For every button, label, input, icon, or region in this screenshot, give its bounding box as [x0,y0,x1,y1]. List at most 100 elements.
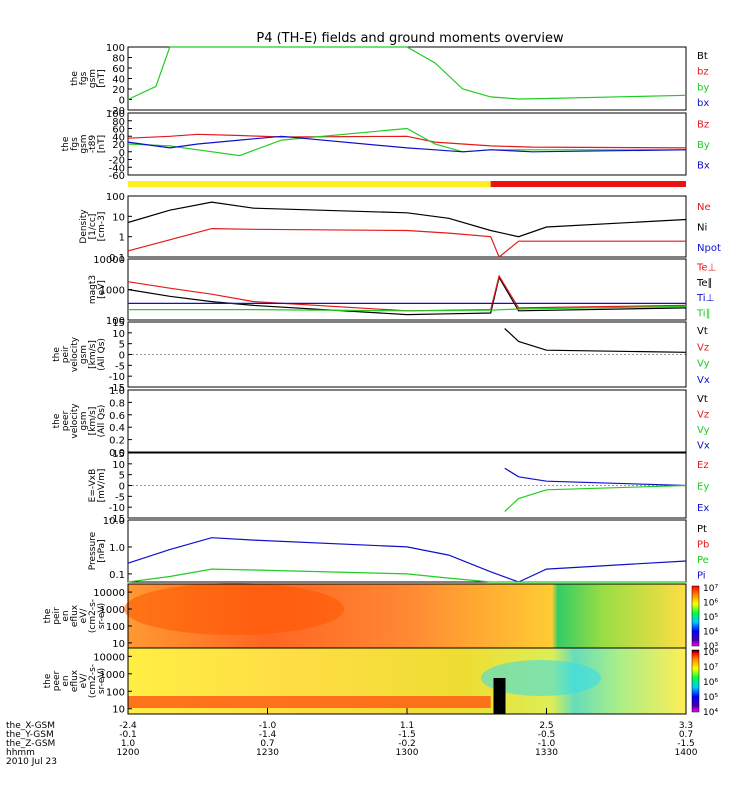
panel-frame [127,389,687,453]
legend-entry: bz [697,67,709,78]
colorbar [691,585,700,647]
y-axis-label: velocity [70,336,80,372]
legend-entry: Bz [697,119,709,130]
status-bar-red [490,181,686,187]
legend-entry: Ni [697,223,707,234]
series-line-fgs-dsl [127,133,687,149]
y-axis-label: gsm [79,411,89,430]
y-tick-label: 0.2 [109,436,125,447]
y-axis-label: velocity [70,403,80,439]
y-tick-label: -40 [109,163,125,174]
colorbar-tick-label: 10⁴ [703,708,718,718]
legend-entry: Te∥ [696,278,713,289]
y-axis-label: E=-VxB [88,469,98,503]
y-tick-label: 0.0 [109,448,125,459]
y-tick-label: -5 [115,492,125,503]
y-tick-label: -60 [109,171,125,182]
y-tick-label: -20 [109,156,125,167]
y-axis-label: fgs [79,71,89,85]
legend-entry: Vz [697,409,709,420]
y-axis-label: [mV/m] [97,469,107,503]
legend-entry: Pt [697,524,707,535]
y-axis-label: the [61,136,71,151]
spectrogram-cool-region [480,660,601,696]
y-axis-label: the [52,347,62,362]
y-tick-label: 0.8 [109,398,125,409]
legend-entry: Vt [697,326,708,337]
spectrogram-fill-gap [493,678,506,714]
panel-frame [127,519,687,583]
x-tick-label: 1400 [675,748,698,758]
y-tick-label: 1.0 [109,386,125,397]
status-bar-yellow [128,181,492,187]
y-tick-label: 1000 [100,670,125,681]
y-tick-label: -5 [115,361,125,372]
legend-entry: Vz [697,342,709,353]
x-tick-label: -2.4 [119,721,137,731]
y-tick-label: 10 [112,329,125,340]
y-tick-label: 100 [106,192,125,203]
y-tick-label: 40 [112,132,125,143]
y-tick-label: -10 [109,503,125,514]
y-tick-label: 100 [106,687,125,698]
series-line-pressure [127,537,687,583]
y-tick-label: 10.0 [103,516,125,527]
y-axis-label: [km/s] [88,407,98,436]
y-tick-label: 1000 [100,605,125,616]
legend-entry: bx [697,98,709,109]
y-axis-label: [nT] [97,135,107,153]
colorbar-tick-label: 10⁶ [703,678,718,688]
y-tick-label: 0 [119,482,125,493]
y-tick-label: 1000 [100,286,125,297]
colorbar-tick-label: 10⁴ [703,628,718,638]
y-tick-label: 100 [106,109,125,120]
x-axis-row-label: 2010 Jul 23 [6,757,57,767]
x-tick-label: -1.5 [398,730,416,740]
x-tick-label: 2.5 [539,721,553,731]
x-tick-label: -0.2 [398,739,416,749]
x-tick-label: 1200 [117,748,140,758]
y-tick-label: -10 [109,372,125,383]
y-tick-label: 100 [106,43,125,54]
y-axis-label: peer [52,670,62,691]
x-tick-label: -0.5 [538,730,556,740]
y-axis-label: gsm [79,345,89,364]
legend-entry: By [697,140,710,151]
y-axis-label: gsm [79,134,89,153]
y-axis-label: eflux [70,604,80,627]
y-axis-label: en [61,610,71,621]
series-line-efield [504,484,687,512]
series-line-peir-velocity [504,328,687,353]
panel-peer-spec: 10000 1000 100 10 the peer en eflux eV/(cm2-s-sr… [43,647,718,718]
legend-entry: Npot [697,243,721,254]
legend-entry: Pe [697,555,709,566]
y-tick-label: 0 [119,351,125,362]
legend-entry: Vy [697,359,710,370]
colorbar-tick-label: 10⁷ [703,663,718,673]
y-tick-label: 10000 [93,255,125,266]
legend-entry: Ez [697,460,709,471]
y-axis-label: -t89 [88,135,98,154]
y-tick-label: 1.0 [109,543,125,554]
x-axis-row-label: the_Z-GSM [6,739,55,749]
x-tick-label: -1.5 [677,739,695,749]
series-line-temperature [128,305,687,312]
y-axis-label: the [70,71,80,86]
series-line-fgs-dsl [127,135,687,153]
x-axis-row-label: hhmm [6,748,35,758]
spectrogram-hot-region [124,583,345,635]
y-tick-label: 40 [112,75,125,86]
y-tick-label: 10 [112,705,125,716]
panel-frame [127,452,687,519]
y-axis-label: eflux [70,669,80,692]
x-tick-label: 0.7 [260,739,274,749]
panel-peir-spec: 10000 1000 100 10 the peir en eflux eV/(cm2-s-sr… [43,583,718,652]
y-tick-label: 0.1 [109,570,125,581]
y-axis-label: [eV] [97,280,107,299]
series-line-temperature [127,274,687,312]
legend-entry: Vx [697,440,710,451]
series-line-pressure [127,568,686,583]
